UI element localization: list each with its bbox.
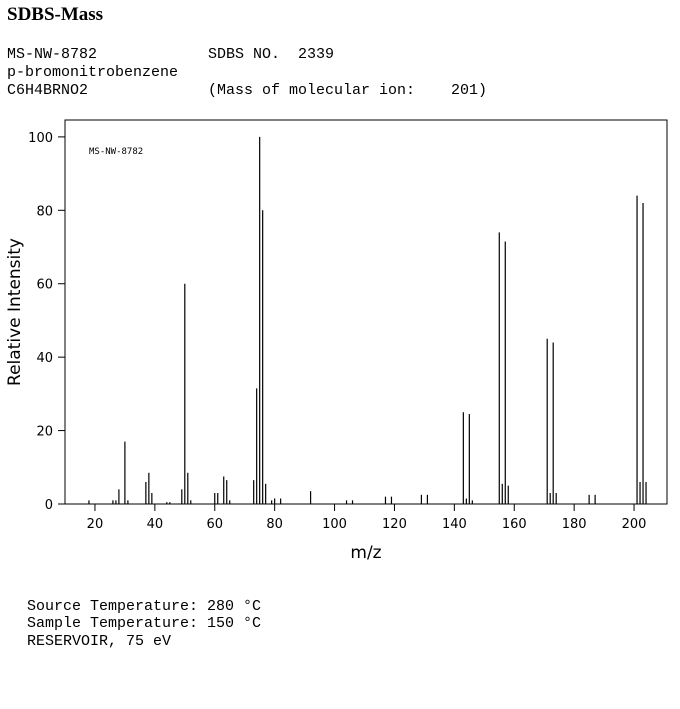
molecular-ion: (Mass of molecular ion: 201) <box>208 82 487 99</box>
code: MS-NW-8782 <box>7 46 97 63</box>
plot-frame <box>64 119 668 505</box>
y-tick-label: 100 <box>28 131 53 146</box>
x-tick-label: 160 <box>502 517 527 532</box>
x-tick-label: 100 <box>322 517 347 532</box>
sdbs-no: SDBS NO. 2339 <box>208 46 334 63</box>
y-tick-label: 0 <box>45 498 53 513</box>
formula: C6H4BRNO2 <box>7 82 88 99</box>
x-tick-label: 140 <box>442 517 467 532</box>
x-axis-label: m/z <box>350 543 381 563</box>
x-tick-label: 200 <box>622 517 647 532</box>
x-tick-label: 60 <box>206 517 223 532</box>
x-tick-label: 20 <box>87 517 104 532</box>
x-tick-label: 180 <box>562 517 587 532</box>
page-title: SDBS-Mass <box>7 4 103 25</box>
x-tick-label: 40 <box>147 517 164 532</box>
y-tick-label: 20 <box>36 425 53 440</box>
annotation: MS-NW-8782 <box>89 147 143 157</box>
y-tick-label: 80 <box>36 204 53 219</box>
y-axis-label: Relative Intensity <box>5 238 25 386</box>
x-tick-label: 120 <box>382 517 407 532</box>
y-tick-label: 40 <box>36 351 53 366</box>
y-tick-label: 60 <box>36 278 53 293</box>
compound: p-bromonitrobenzene <box>7 64 178 81</box>
footer-line: Source Temperature: 280 °C <box>27 598 261 615</box>
footer-line: Sample Temperature: 150 °C <box>27 615 261 632</box>
footer-line: RESERVOIR, 75 eV <box>27 633 171 650</box>
x-tick-label: 80 <box>266 517 283 532</box>
